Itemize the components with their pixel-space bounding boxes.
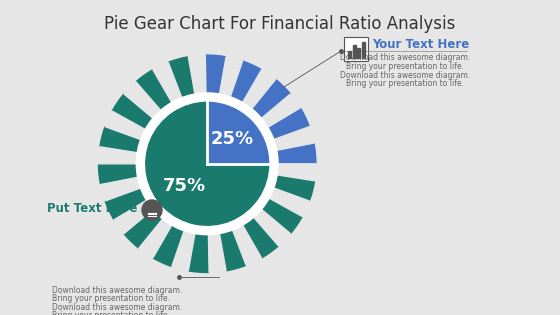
Wedge shape — [207, 70, 276, 164]
Wedge shape — [168, 57, 207, 164]
Text: Bring your presentation to life.: Bring your presentation to life. — [346, 79, 464, 88]
Wedge shape — [113, 69, 302, 258]
Bar — [362, 42, 365, 58]
Wedge shape — [206, 55, 226, 164]
Wedge shape — [207, 79, 291, 164]
Text: Download this awesome diagram.: Download this awesome diagram. — [52, 303, 182, 312]
Wedge shape — [207, 143, 316, 164]
Text: Your Text Here: Your Text Here — [372, 38, 469, 51]
Wedge shape — [172, 164, 207, 271]
Wedge shape — [207, 108, 309, 164]
Text: Bring your presentation to life.: Bring your presentation to life. — [52, 312, 170, 315]
Wedge shape — [207, 94, 300, 164]
Wedge shape — [207, 127, 314, 164]
Wedge shape — [207, 164, 316, 181]
Wedge shape — [207, 164, 315, 201]
Wedge shape — [99, 147, 207, 164]
Wedge shape — [100, 127, 207, 164]
Wedge shape — [139, 164, 207, 258]
Wedge shape — [146, 102, 269, 225]
Wedge shape — [188, 55, 207, 164]
Wedge shape — [136, 93, 278, 235]
Wedge shape — [124, 82, 207, 164]
Wedge shape — [207, 102, 269, 164]
Bar — [352, 45, 356, 58]
Wedge shape — [207, 164, 302, 234]
Wedge shape — [207, 164, 291, 246]
Wedge shape — [105, 164, 207, 220]
Wedge shape — [105, 111, 207, 164]
Wedge shape — [207, 164, 262, 265]
Text: Download this awesome diagram.: Download this awesome diagram. — [340, 71, 470, 79]
Wedge shape — [99, 164, 207, 185]
Wedge shape — [207, 164, 246, 271]
Wedge shape — [207, 69, 302, 164]
Bar — [348, 51, 351, 58]
Wedge shape — [114, 164, 207, 234]
Wedge shape — [124, 164, 207, 248]
Text: Bring your presentation to life.: Bring your presentation to life. — [52, 295, 170, 303]
Wedge shape — [112, 94, 207, 164]
Wedge shape — [207, 57, 242, 164]
Text: Bring your presentation to life.: Bring your presentation to life. — [346, 62, 464, 71]
Text: Put Text Here: Put Text Here — [46, 203, 137, 215]
Wedge shape — [207, 164, 278, 258]
Bar — [147, 210, 156, 217]
Wedge shape — [136, 70, 207, 164]
Circle shape — [142, 200, 162, 220]
Text: 25%: 25% — [211, 129, 254, 148]
Bar — [357, 48, 360, 58]
Wedge shape — [207, 164, 309, 216]
Wedge shape — [188, 164, 209, 272]
Wedge shape — [101, 164, 207, 201]
Wedge shape — [207, 164, 226, 272]
Text: 75%: 75% — [163, 177, 206, 195]
Text: Pie Gear Chart For Financial Ratio Analysis: Pie Gear Chart For Financial Ratio Analy… — [104, 15, 456, 33]
Wedge shape — [153, 164, 207, 266]
Wedge shape — [207, 61, 262, 164]
Wedge shape — [153, 62, 207, 164]
Text: Download this awesome diagram.: Download this awesome diagram. — [52, 286, 182, 295]
FancyBboxPatch shape — [344, 37, 368, 61]
Text: Download this awesome diagram.: Download this awesome diagram. — [340, 54, 470, 62]
